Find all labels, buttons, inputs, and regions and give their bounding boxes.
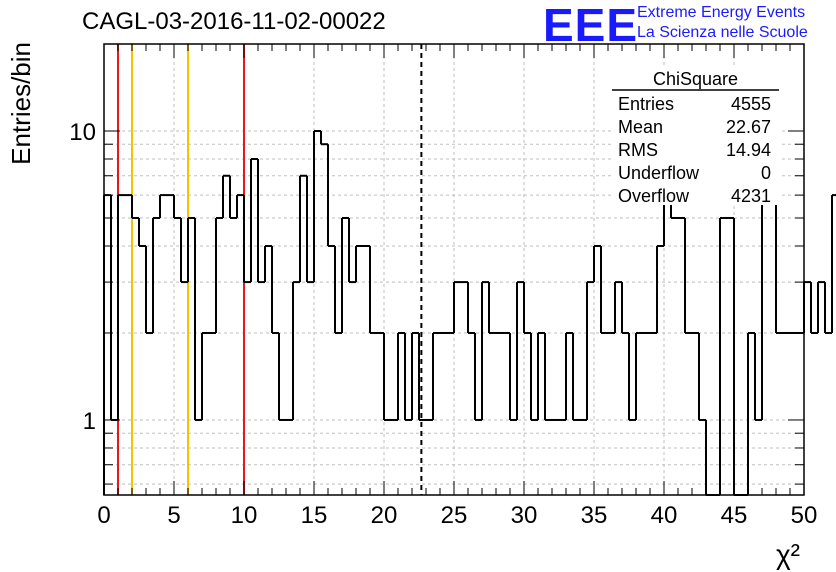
x-tick-label: 10 — [231, 502, 258, 529]
stats-label: Underflow — [618, 163, 700, 183]
x-axis-label: χ² — [776, 539, 800, 570]
stats-box: ChiSquare Entries 4555 Mean 22.67 RMS 14.94 Und… — [612, 65, 779, 206]
stats-value: 22.67 — [726, 117, 771, 137]
stats-label: Entries — [618, 94, 674, 114]
logo-subtitle-1: Extreme Energy Events — [637, 4, 806, 21]
x-tick-label: 25 — [441, 502, 468, 529]
x-tick-label: 30 — [511, 502, 538, 529]
stats-value: 4231 — [731, 186, 771, 206]
y-tick-label: 10 — [69, 119, 96, 146]
x-tick-label: 0 — [97, 502, 110, 529]
histogram-bars — [103, 129, 836, 496]
stats-title: ChiSquare — [653, 69, 738, 89]
cut-lines — [117, 44, 423, 495]
x-tick-label: 15 — [301, 502, 328, 529]
stats-label: Overflow — [618, 186, 690, 206]
tick-labels: 0 5 10 15 20 25 30 35 40 45 50 1 10 — [69, 119, 817, 529]
eee-logo: EEE — [543, 0, 639, 51]
x-tick-label: 5 — [167, 502, 180, 529]
x-tick-label: 35 — [581, 502, 608, 529]
stats-label: Mean — [618, 117, 663, 137]
stats-value: 4555 — [731, 94, 771, 114]
stats-label: RMS — [618, 140, 658, 160]
y-tick-label: 1 — [83, 408, 96, 435]
stats-box-bg — [612, 65, 779, 205]
axis-ticks — [103, 44, 805, 495]
x-tick-label: 50 — [791, 502, 818, 529]
y-axis-label: Entries/bin — [6, 42, 36, 165]
x-tick-label: 45 — [721, 502, 748, 529]
x-tick-label: 20 — [371, 502, 398, 529]
stats-value: 0 — [761, 163, 771, 183]
chart-title: CAGL-03-2016-11-02-00022 — [82, 8, 386, 35]
logo-subtitle-2: La Scienza nelle Scuole — [637, 24, 808, 41]
stats-value: 14.94 — [726, 140, 771, 160]
x-tick-label: 40 — [651, 502, 678, 529]
